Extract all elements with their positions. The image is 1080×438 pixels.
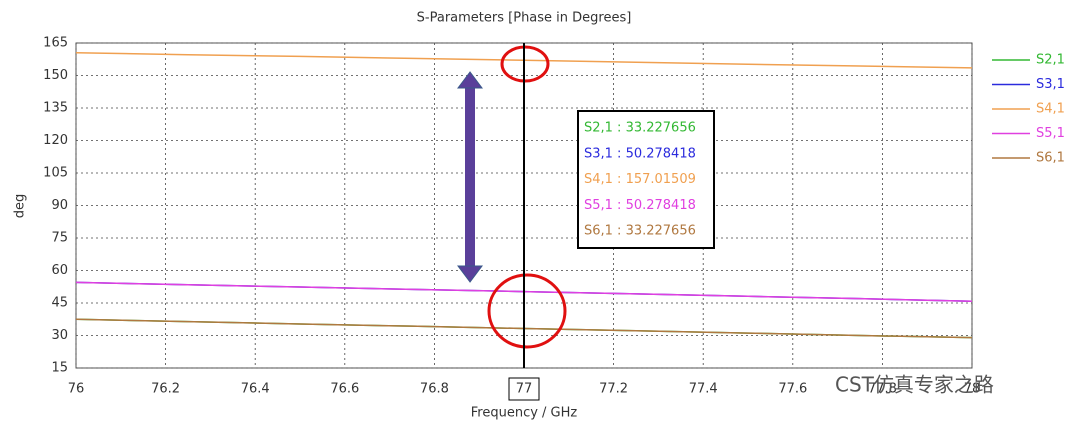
x-tick-label: 77.2	[599, 382, 628, 397]
y-tick-label: 60	[51, 263, 68, 278]
x-tick-label: 76.8	[420, 382, 449, 397]
readout-text: S3,1 : 50.278418	[584, 146, 696, 161]
y-tick-label: 165	[43, 36, 68, 51]
readout-text: S6,1 : 33.227656	[584, 224, 696, 239]
y-tick-label: 120	[43, 133, 68, 148]
y-tick-label: 105	[43, 166, 68, 181]
x-tick-label: 76.6	[330, 382, 359, 397]
watermark: CST仿真专家之路	[835, 373, 994, 397]
readout-box	[577, 110, 715, 249]
x-tick-label: 76.4	[241, 382, 270, 397]
arrow-head	[457, 265, 483, 283]
x-tick-label: 78	[964, 382, 981, 397]
readout-text: S5,1 : 50.278418	[584, 198, 696, 213]
marker-label-box	[508, 377, 540, 401]
legend-label: S3,1	[1036, 77, 1065, 92]
x-tick-label: 76.2	[151, 382, 180, 397]
x-axis-label: Frequency / GHz	[471, 406, 578, 421]
y-tick-label: 135	[43, 101, 68, 116]
x-tick-label: 77.4	[689, 382, 718, 397]
legend-label: S6,1	[1036, 151, 1065, 166]
x-tick-label: 76	[68, 382, 85, 397]
legend-label: S5,1	[1036, 126, 1065, 141]
legend-label: S2,1	[1036, 53, 1065, 68]
y-tick-label: 90	[51, 198, 68, 213]
legend-label: S4,1	[1036, 102, 1065, 117]
plot-area: 15 30 45 60 75 90 105 120 135 150 165 76 76.2 76.4 76.…	[43, 36, 1065, 397]
y-tick-label: 45	[51, 296, 68, 311]
readout-text: S2,1 : 33.227656	[584, 121, 696, 136]
annotations: 77 S2,1 : 33.227656 S3,1 : 50.278418 S4,1 :…	[457, 43, 994, 401]
y-axis-label: deg	[13, 194, 28, 219]
marker-label: 77	[516, 382, 533, 397]
readout-text: S4,1 : 157.01509	[584, 172, 696, 187]
chart-title: S-Parameters [Phase in Degrees]	[417, 11, 632, 26]
highlight-circle	[487, 273, 567, 349]
arrow-head	[457, 71, 483, 89]
y-tick-label: 150	[43, 68, 68, 83]
y-tick-label: 30	[51, 328, 68, 343]
y-tick-label: 15	[51, 361, 68, 376]
x-tick-label: 77.6	[778, 382, 807, 397]
x-tick-label: 77.8	[868, 382, 897, 397]
y-tick-label: 75	[51, 231, 68, 246]
